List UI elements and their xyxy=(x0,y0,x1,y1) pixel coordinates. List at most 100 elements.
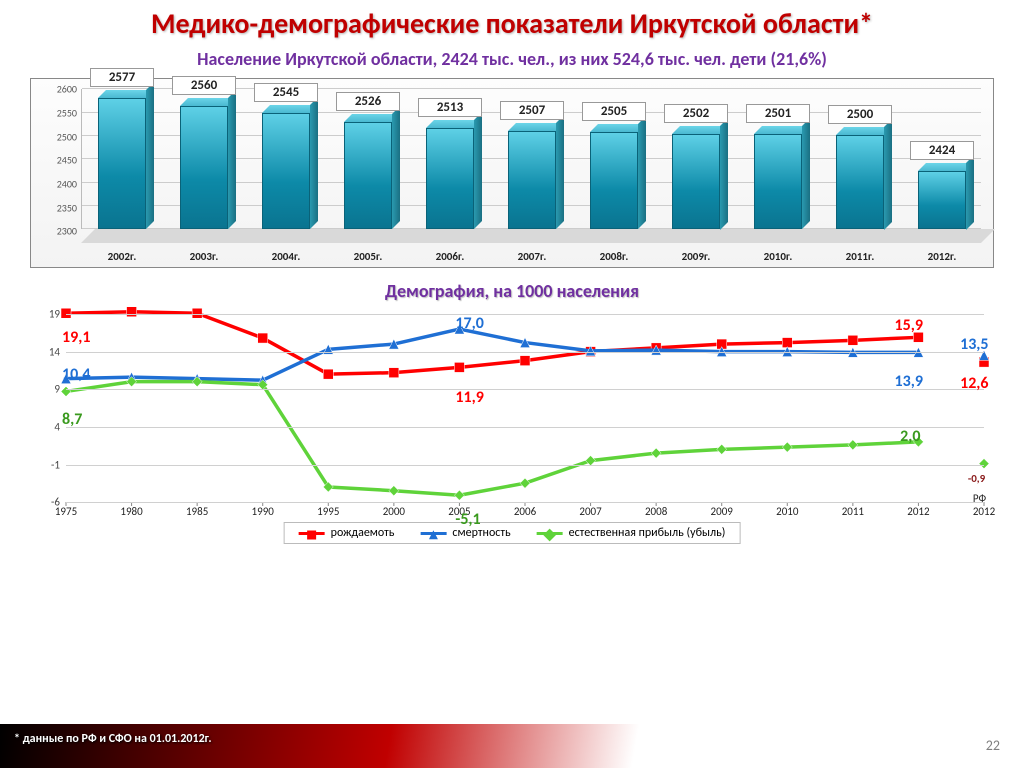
bar-value-label: 2526 xyxy=(336,92,400,111)
series-line xyxy=(66,382,918,496)
bar-y-tick: 2350 xyxy=(33,201,77,214)
series-marker xyxy=(782,442,792,452)
legend-label: естественная прибыль (убыль) xyxy=(569,526,726,540)
bar: 2501 xyxy=(754,134,802,229)
chart-annotation: 19,1 xyxy=(62,328,90,347)
bar: 2545 xyxy=(262,113,310,229)
series-marker xyxy=(454,363,464,373)
subtitle-demography: Демография, на 1000 населения xyxy=(0,274,1024,306)
bar-x-category: 2004г. xyxy=(246,250,326,263)
chart-annotation: 13,5 xyxy=(960,335,988,354)
chart-annotation: 15,9 xyxy=(895,316,923,335)
series-marker xyxy=(520,478,530,488)
series-marker xyxy=(717,445,727,455)
line-svg xyxy=(66,314,984,502)
chart-annotation: 2,0 xyxy=(900,427,920,446)
legend-swatch xyxy=(299,532,325,535)
bar-x-category: 2002г. xyxy=(82,250,162,263)
line-x-tick: 2006 xyxy=(514,505,536,518)
page-number: 22 xyxy=(986,737,1000,754)
bar: 2526 xyxy=(344,122,392,229)
line-y-tick: 4 xyxy=(34,420,60,433)
bar-x-category: 2005г. xyxy=(328,250,408,263)
line-y-tick: -1 xyxy=(34,458,60,471)
series-marker xyxy=(520,356,530,366)
bar-value-label: 2577 xyxy=(90,68,154,87)
line-x-tick: 2012 xyxy=(907,505,929,518)
line-x-tick: 2007 xyxy=(579,505,601,518)
series-marker xyxy=(389,368,399,378)
bar-x-category: 2011г. xyxy=(820,250,900,263)
bar-chart: 2577 2560 2545 2526 2513 2507 2505 2502 2501 2500… xyxy=(30,78,994,268)
line-x-tick: 1975 xyxy=(55,505,77,518)
line-x-tick: 2009 xyxy=(711,505,733,518)
chart-annotation: 11,9 xyxy=(455,388,483,407)
series-marker xyxy=(454,490,464,500)
chart-annotation: -0,9 xyxy=(968,472,985,485)
bar-x-category: 2010г. xyxy=(738,250,818,263)
bar: 2560 xyxy=(180,106,228,229)
series-marker xyxy=(848,336,858,346)
line-x-tick: 2008 xyxy=(645,505,667,518)
bar: 2502 xyxy=(672,134,720,230)
bar: 2500 xyxy=(836,135,884,230)
bar-x-category: 2009г. xyxy=(656,250,736,263)
line-x-tick: 1980 xyxy=(120,505,142,518)
series-marker xyxy=(61,387,71,397)
line-x-tick: РФ 2012 xyxy=(973,492,995,518)
bar-x-category: 2006г. xyxy=(410,250,490,263)
bar-value-label: 2545 xyxy=(254,83,318,102)
line-x-tick: 1995 xyxy=(317,505,339,518)
legend-swatch xyxy=(420,532,446,535)
series-marker xyxy=(389,486,399,496)
chart-annotation: 17,0 xyxy=(455,314,483,333)
line-y-tick: 9 xyxy=(34,383,60,396)
bar-value-label: 2560 xyxy=(172,76,236,95)
line-plot-area xyxy=(66,314,984,502)
bar-x-category: 2012г. xyxy=(902,250,982,263)
legend-item: естественная прибыль (убыль) xyxy=(537,526,726,540)
line-x-tick: 1985 xyxy=(186,505,208,518)
bar-y-tick: 2600 xyxy=(33,83,77,96)
bar: 2577 xyxy=(98,98,146,229)
main-title: Медико-демографические показатели Иркутс… xyxy=(0,0,1024,44)
line-x-tick: 2000 xyxy=(383,505,405,518)
bar-chart-container: 2577 2560 2545 2526 2513 2507 2505 2502 2501 2500… xyxy=(30,78,994,268)
bar: 2424 xyxy=(918,171,966,230)
bar-y-tick: 2550 xyxy=(33,106,77,119)
series-marker xyxy=(127,307,137,317)
line-y-tick: 19 xyxy=(34,308,60,321)
footer-gradient xyxy=(0,724,1024,768)
chart-annotation: -5,1 xyxy=(455,510,480,529)
bar: 2513 xyxy=(426,128,474,229)
series-marker xyxy=(651,448,661,458)
series-marker xyxy=(323,369,333,379)
line-x-tick: 2011 xyxy=(842,505,864,518)
bar-y-tick: 2500 xyxy=(33,130,77,143)
series-marker xyxy=(848,440,858,450)
series-marker xyxy=(258,333,268,343)
legend-swatch xyxy=(537,532,563,535)
bar-value-label: 2500 xyxy=(828,105,892,124)
bar-value-label: 2424 xyxy=(910,141,974,160)
line-y-tick: 14 xyxy=(34,345,60,358)
chart-annotation: 12,6 xyxy=(960,374,988,393)
chart-annotation: 13,9 xyxy=(895,372,923,391)
bar-y-tick: 2300 xyxy=(33,225,77,238)
legend-label: рождаемоть xyxy=(331,526,395,540)
bar-value-label: 2507 xyxy=(500,101,564,120)
line-chart: рождаемотьсмертностьестественная прибыль… xyxy=(30,306,994,546)
legend: рождаемотьсмертностьестественная прибыль… xyxy=(284,522,741,544)
bar-floor xyxy=(81,229,995,243)
bar-x-category: 2003г. xyxy=(164,250,244,263)
bar-value-label: 2502 xyxy=(664,104,728,123)
bar-value-label: 2501 xyxy=(746,104,810,123)
chart-annotation: 8,7 xyxy=(62,410,82,429)
bar-x-category: 2008г. xyxy=(574,250,654,263)
footnote: * данные по РФ и СФО на 01.01.2012г. xyxy=(14,732,212,746)
bar: 2505 xyxy=(590,132,638,229)
line-x-tick: 1990 xyxy=(252,505,274,518)
bar-x-category: 2007г. xyxy=(492,250,572,263)
line-x-tick: 2010 xyxy=(776,505,798,518)
bar-value-label: 2505 xyxy=(582,102,646,121)
